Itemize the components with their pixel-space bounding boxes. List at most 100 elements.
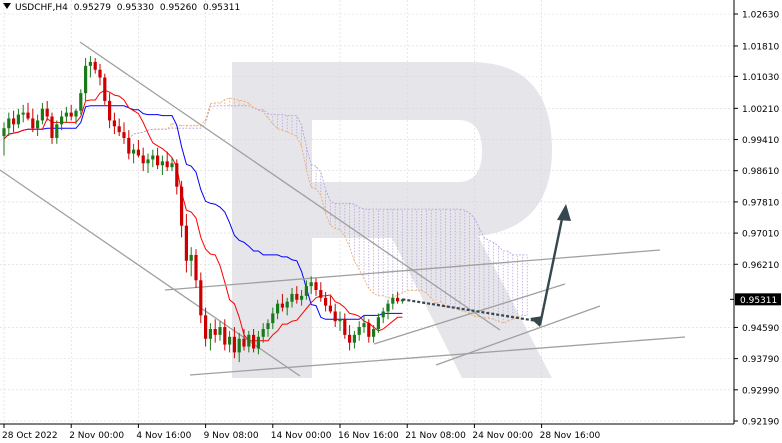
candle-body — [12, 118, 16, 125]
candle-body — [242, 338, 246, 347]
candle-body — [218, 327, 222, 335]
price-tick-label: 0.92990 — [742, 386, 779, 396]
candle-body — [228, 336, 232, 345]
candle-body — [45, 108, 49, 117]
candle-body — [199, 280, 203, 316]
candle-body — [328, 305, 332, 312]
candle-body — [180, 186, 184, 226]
candle-body — [170, 163, 174, 168]
forecast-arrows — [402, 204, 571, 327]
forecast-path-down — [402, 298, 538, 323]
candle-body — [88, 61, 92, 66]
open-value: 0.95279 — [73, 3, 111, 13]
time-tick-label: 14 Nov 00:00 — [271, 431, 332, 441]
candle-body — [352, 334, 356, 343]
candle-body — [295, 293, 299, 300]
candle-body — [333, 311, 337, 322]
candle-body — [338, 319, 342, 322]
current-price-label: 0.95311 — [740, 296, 777, 306]
candle-body — [391, 297, 395, 304]
trend-line — [164, 249, 661, 291]
candle-body — [74, 110, 78, 117]
candle-body — [36, 120, 40, 129]
candle-body — [50, 116, 54, 138]
close-value: 0.95311 — [202, 3, 241, 13]
candle-body — [367, 323, 371, 337]
price-tick-label: 0.93790 — [742, 355, 779, 365]
watermark-shape — [232, 62, 552, 378]
candle-body — [276, 303, 280, 314]
price-tick-label: 1.01030 — [742, 73, 779, 83]
candle-body — [362, 323, 366, 328]
candle-body — [372, 328, 376, 337]
candle-body — [141, 155, 145, 164]
low-value: 0.95260 — [159, 3, 198, 13]
trend-line — [373, 283, 566, 345]
candle-body — [165, 161, 169, 168]
time-tick-label: 28 Oct 2022 — [2, 431, 58, 441]
time-axis: 28 Oct 2022 2 Nov 00:00 4 Nov 16:00 9 Nov 0… — [0, 423, 734, 441]
collapse-triangle-icon[interactable] — [3, 3, 11, 9]
candle-body — [93, 61, 97, 70]
candle-body — [127, 137, 131, 154]
forecast-arrowhead-down-icon — [530, 316, 543, 327]
candle-body — [261, 328, 265, 337]
time-tick-label: 4 Nov 16:00 — [136, 431, 191, 441]
price-tick-label: 1.02630 — [742, 11, 779, 21]
candle-body — [348, 334, 352, 343]
candle-body — [280, 303, 284, 308]
candle-body — [117, 126, 121, 133]
time-tick-label: 28 Nov 16:00 — [540, 431, 601, 441]
candle-body — [2, 128, 6, 137]
candle-body — [324, 297, 328, 306]
candle-body — [156, 155, 160, 166]
time-tick-label: 9 Nov 08:00 — [204, 431, 259, 441]
candle-body — [98, 69, 102, 78]
candle-body — [189, 254, 193, 261]
candle-body — [386, 303, 390, 312]
candle-body — [381, 311, 385, 318]
candle-body — [223, 327, 227, 345]
price-tick-label: 0.97810 — [742, 198, 779, 208]
candle-body — [266, 323, 270, 329]
watermark-logo — [232, 62, 552, 378]
candle-body — [69, 112, 73, 117]
current-price-marker — [735, 293, 781, 306]
candle-body — [160, 161, 164, 166]
candle-body — [79, 93, 83, 111]
candle-body — [26, 112, 30, 119]
candle-body — [175, 163, 179, 187]
price-tick-label: 1.01810 — [742, 42, 779, 52]
candle-body — [247, 334, 251, 347]
forecast-path-up — [538, 213, 565, 326]
price-tick-label: 0.96210 — [742, 261, 779, 271]
symbol-timeframe: USDCHF,H4 — [15, 3, 68, 13]
candle-body — [252, 334, 256, 349]
candle-body — [136, 149, 140, 156]
chart-header: USDCHF,H4 0.95279 0.95330 0.95260 0.9531… — [3, 3, 243, 13]
candle-body — [314, 282, 318, 291]
candle-body — [122, 132, 126, 138]
high-value: 0.95330 — [116, 3, 155, 13]
price-tick-label: 0.92190 — [742, 418, 779, 428]
candle-body — [40, 108, 44, 121]
candles — [2, 56, 404, 363]
price-tick-label: 0.98610 — [742, 167, 779, 177]
candle-body — [304, 286, 308, 296]
candle-body — [184, 225, 188, 261]
candle-body — [60, 116, 64, 125]
candle-body — [300, 295, 304, 300]
candle-body — [285, 301, 289, 308]
senkou-span-b-line — [128, 105, 528, 256]
candle-body — [55, 124, 59, 138]
price-tick-label: 0.97010 — [742, 230, 779, 240]
candle-body — [237, 338, 241, 353]
price-tick-label: 0.99410 — [742, 136, 779, 146]
candle-body — [103, 77, 107, 101]
candle-body — [204, 315, 208, 339]
candle-body — [84, 65, 88, 94]
candle-body — [376, 317, 380, 329]
candle-body — [7, 118, 11, 129]
candle-body — [290, 293, 294, 302]
